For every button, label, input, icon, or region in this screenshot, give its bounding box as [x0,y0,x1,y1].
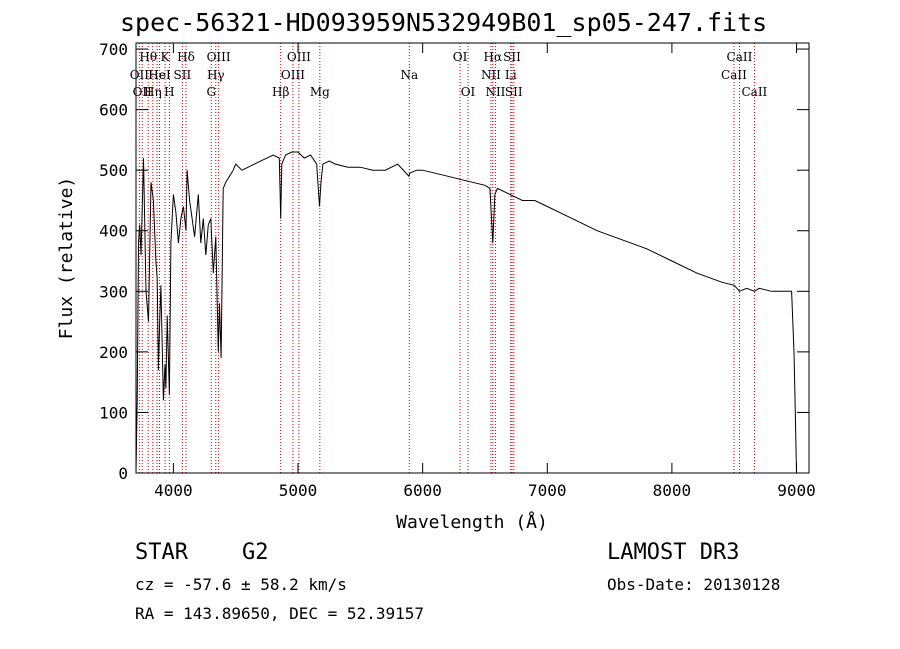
line-marker-label-7: H [164,85,174,99]
line-marker-label-27: CaII [727,50,753,64]
y-tick-label-7: 700 [99,40,128,59]
x-tick-label-2: 6000 [403,481,442,500]
line-marker-label-6: K [161,50,171,64]
line-marker-label-19: OI [461,85,476,99]
y-tick-label-0: 0 [118,464,128,483]
axes: 4000 5000 6000 7000 8000 9000 0 100 200 300 400 500… [99,40,816,500]
line-marker-label-23: Li [505,68,517,82]
y-tick-label-4: 400 [99,222,128,241]
line-marker-label-2: Hθ [139,50,157,64]
obs-date: Obs-Date: 20130128 [607,575,781,594]
line-marker-label-5: HeI [148,68,171,82]
line-marker-labels: OIIOIIHθHηHeHeIKHSIIHδGHγOIIIHβOIIIOIIIM… [130,50,768,99]
x-axis-label: Wavelength (Å) [396,511,548,533]
line-marker-label-25: SII [505,85,523,99]
y-tick-label-1: 100 [99,403,128,422]
line-marker-label-17: Na [400,68,418,82]
line-marker-label-3: Hη [144,85,162,99]
line-marker-label-24: SII [503,50,521,64]
x-tick-label-0: 4000 [154,481,193,500]
line-marker-label-0: OII [130,68,150,82]
y-tick-label-3: 300 [99,282,128,301]
line-marker-label-10: G [206,85,216,99]
line-marker-label-28: CaII [741,85,767,99]
line-marker-label-11: Hγ [207,68,225,82]
line-marker-label-12: OIII [207,50,231,64]
line-marker-label-8: SII [174,68,192,82]
redshift-text: cz = -57.6 ± 58.2 km/s [135,575,347,594]
line-marker-label-22: NII [485,85,505,99]
line-marker-label-26: CaII [721,68,747,82]
plot-frame [135,42,810,474]
x-tick-label-3: 7000 [528,481,567,500]
line-marker-label-15: OIII [287,50,311,64]
line-marker-label-21: Hα [484,50,503,64]
x-tick-label-5: 9000 [777,481,816,500]
x-tick-label-4: 8000 [653,481,692,500]
chart-title: spec-56321-HD093959N532949B01_sp05-247.f… [120,8,768,37]
x-tick-label-1: 5000 [279,481,318,500]
spectrum-series [135,151,797,474]
spectrum-line [135,151,797,474]
y-tick-label-6: 600 [99,101,128,120]
line-marker-label-9: Hδ [177,50,195,64]
line-marker-label-16: Mg [310,85,330,99]
y-tick-label-5: 500 [99,161,128,180]
line-marker-label-18: OI [453,50,468,64]
line-marker-label-14: OIII [281,68,305,82]
y-tick-label-2: 200 [99,343,128,362]
object-class: STAR [135,540,188,565]
y-axis-label: Flux (relative) [56,177,77,340]
line-marker-label-13: Hβ [272,85,289,99]
coordinates: RA = 143.89650, DEC = 52.39157 [135,604,424,623]
line-marker-label-1: OII [133,85,153,99]
line-markers [138,43,755,473]
spectral-subclass: G2 [242,540,269,565]
line-marker-label-20: NII [481,68,501,82]
line-marker-label-4: He [148,68,166,82]
survey-name: LAMOST DR3 [607,540,740,565]
